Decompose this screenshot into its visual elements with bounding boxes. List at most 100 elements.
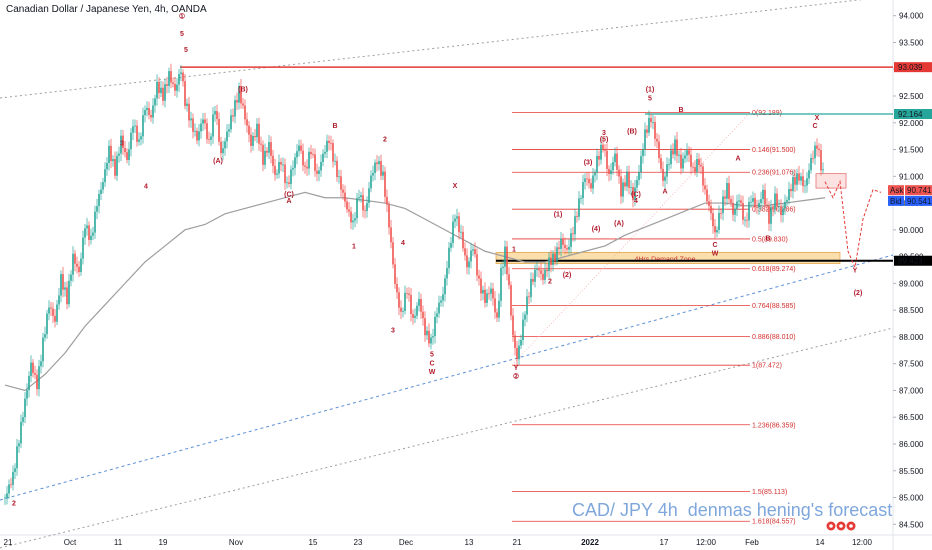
candle-body [536,269,538,270]
candle-body [360,195,362,198]
candle-body [546,269,548,272]
y-tick-label: 85.000 [899,494,924,503]
candle-body [688,150,690,155]
candle-body [310,151,312,155]
candle-body [518,345,520,360]
candle-body [30,362,32,376]
candle-body [256,123,258,138]
candle-body [342,189,344,193]
wave-label: (C) [284,192,294,199]
candle-body [492,288,494,299]
candle-body [90,235,92,240]
candle-body [168,71,170,86]
candle-body [212,114,214,137]
candle-body [8,484,10,494]
candle-body [398,292,400,308]
candle-body [176,84,178,91]
candle-body [738,200,740,202]
y-tick-label: 84.500 [899,520,924,529]
candle-body [416,305,418,316]
wave-label: X [453,183,458,190]
candle-body [474,249,476,255]
fib-level-label: 0.146(91.500) [752,147,796,154]
candle-body [624,182,626,187]
candle-body [230,115,232,130]
wave-label: Y [514,365,519,372]
candle-body [186,103,188,106]
candle-body [696,159,698,172]
forecast-path [824,179,882,270]
candle-body [128,149,130,160]
candle-body [242,103,244,106]
candle-body [560,238,562,249]
fib-level-label: 1.236(86.359) [752,422,796,429]
candle-body [376,162,378,165]
candle-body [780,206,782,216]
wave-label: (C) [631,192,641,199]
candle-body [118,153,120,156]
y-tick-label: 92.000 [899,119,924,128]
x-tick-label: 21 [4,538,13,547]
wave-label: C [712,242,717,249]
candle-body [692,166,694,168]
candle-body [464,248,466,256]
candle-body [506,246,508,275]
y-tick-label: 91.000 [899,172,924,181]
y-tick-label: 87.000 [899,386,924,395]
fib-level-label: 0.382(90.386) [752,207,796,214]
candle-body [332,143,334,162]
candle-body [718,212,720,231]
candle-body [224,141,226,149]
candle-body [576,216,578,217]
candle-body [410,294,412,315]
candle-body [282,164,284,166]
candle-body [616,153,618,170]
candle-body [350,211,352,223]
fib-diagonal [511,112,751,366]
candle-body [586,178,588,180]
candle-body [730,199,732,203]
chart-control-icon-dot [829,524,833,528]
wave-label: (1) [646,87,655,94]
candle-body [634,187,636,201]
candle-body [442,294,444,301]
candle-body [728,183,730,200]
price-tag [894,255,932,266]
candle-body [68,280,70,305]
candle-body [18,443,20,447]
candle-body [726,183,728,199]
candle-body [306,166,308,169]
candle-body [584,178,586,183]
candle-body [318,170,320,174]
candle-body [448,247,450,269]
candle-body [134,125,136,127]
candle-body [72,253,74,275]
candle-body [66,287,68,305]
candle-body [48,307,50,314]
y-tick-label: 86.000 [899,440,924,449]
forecast-watermark: CAD/ JPY 4h denmas hening's forecast [572,500,893,520]
candle-body [12,471,14,485]
candle-body [714,226,716,233]
wave-label: 4 [634,198,638,205]
candle-body [404,292,406,311]
fib-level-label: 1(87.472) [752,363,782,370]
candle-body [324,151,326,154]
bid-price: 90.541 [907,197,932,206]
candle-body [502,266,504,269]
wave-label: X [815,115,820,122]
candle-body [150,115,152,118]
candle-body [296,151,298,158]
candle-body [264,150,266,165]
wave-label: B [332,123,337,130]
candle-body [792,177,794,192]
candle-body [782,208,784,216]
candle-body [690,154,692,167]
candle-body [796,173,798,185]
candle-body [708,201,710,206]
candle-body [6,493,8,498]
candle-body [558,247,560,249]
candle-body [590,183,592,189]
candle-body [136,125,138,142]
